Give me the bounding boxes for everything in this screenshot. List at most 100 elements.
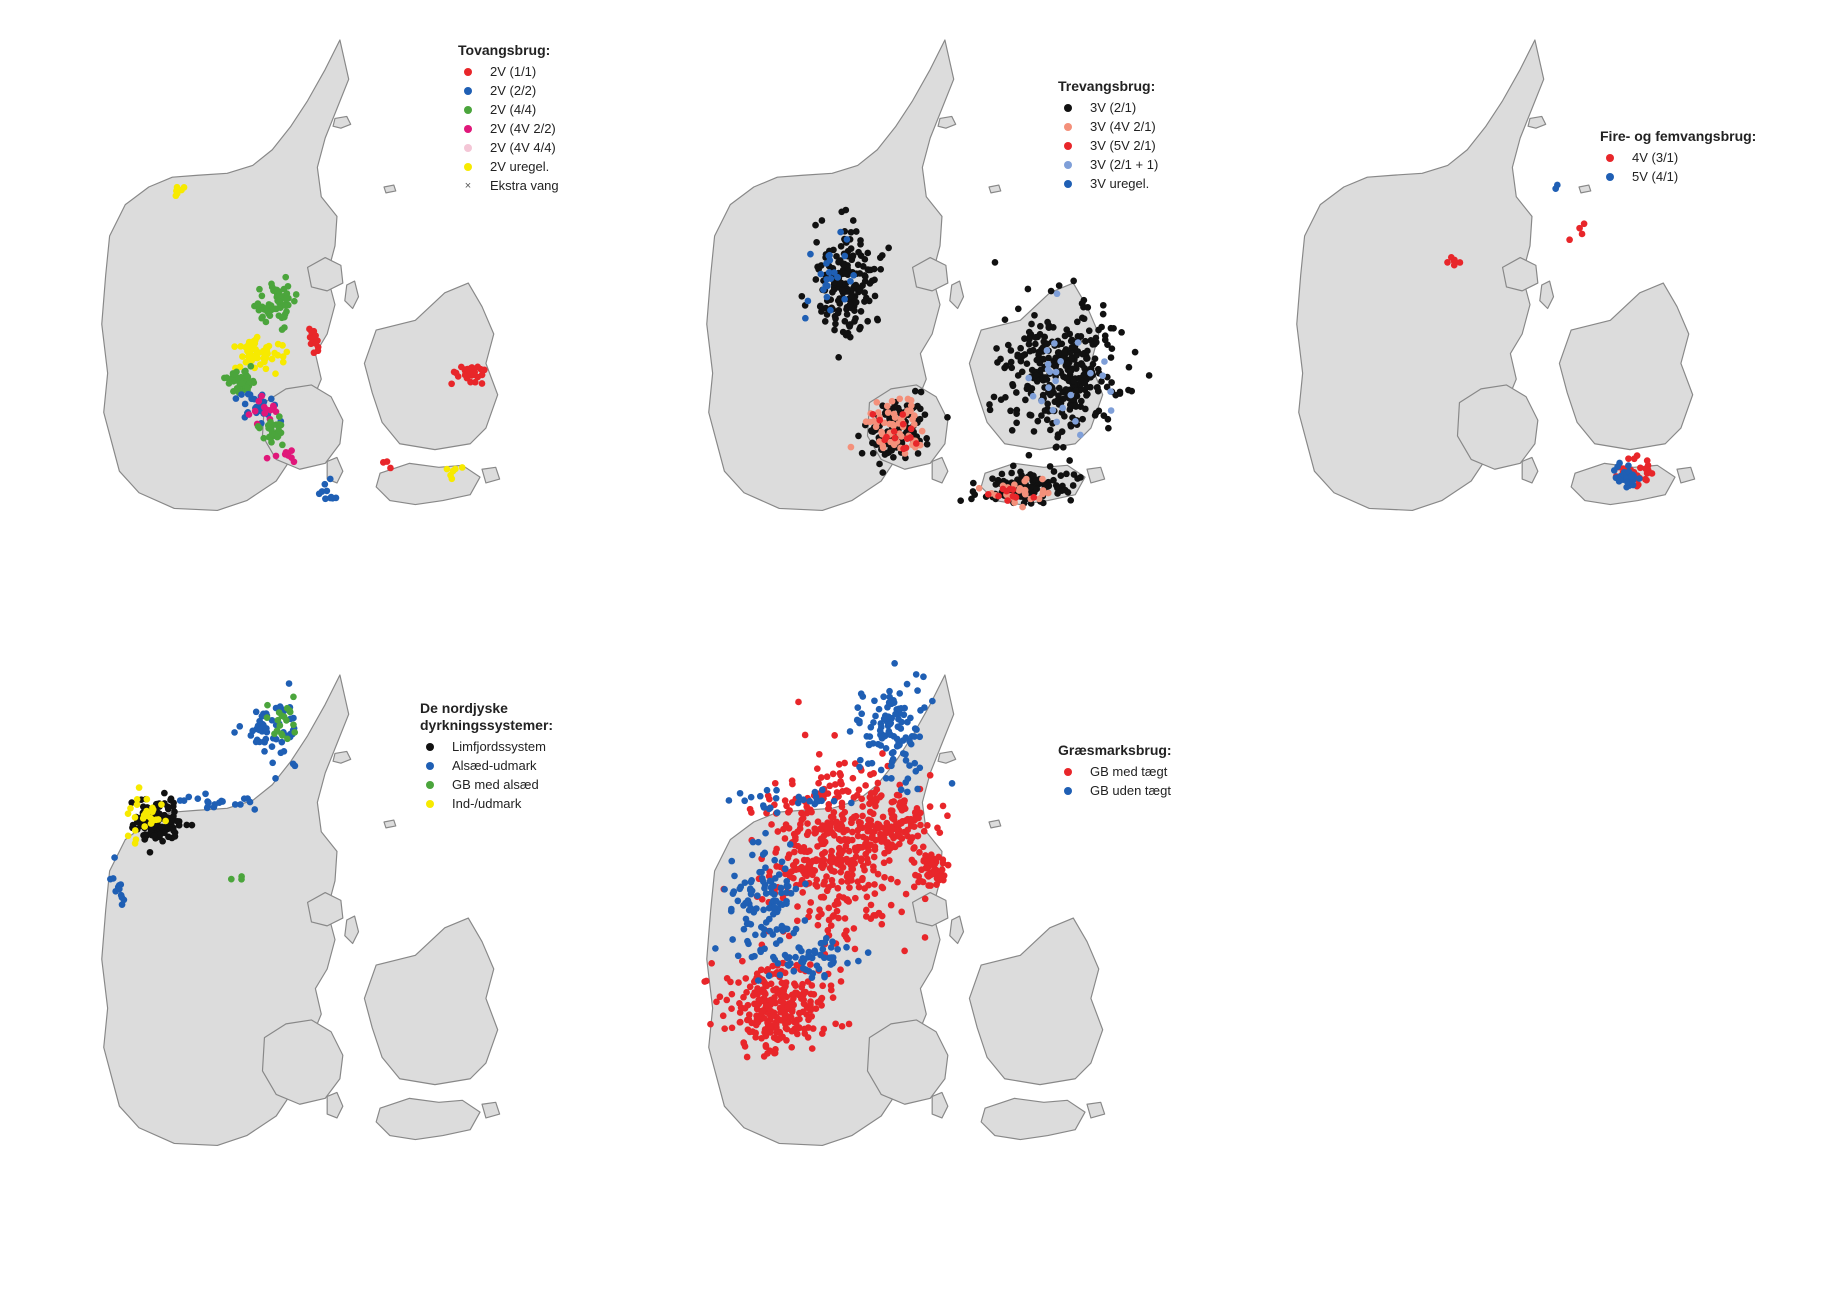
location-dot xyxy=(1068,355,1075,363)
location-dot xyxy=(1047,287,1055,295)
location-dot xyxy=(466,370,474,378)
location-dot xyxy=(1023,360,1031,368)
location-dot xyxy=(268,438,275,446)
legend-items: 2V (1/1) 2V (2/2) 2V (4/4) 2V (4V 2/2) 2V (4… xyxy=(458,62,559,195)
location-dot xyxy=(886,693,893,701)
location-dot xyxy=(826,251,833,259)
location-dot xyxy=(904,395,912,403)
location-dot xyxy=(274,716,282,724)
location-dot xyxy=(880,715,888,723)
legend-item: GB med tægt xyxy=(1058,762,1172,781)
location-dot xyxy=(881,873,888,881)
location-dot xyxy=(825,954,833,962)
location-dot xyxy=(907,819,915,826)
location-dot xyxy=(927,851,935,859)
location-dot xyxy=(255,397,263,405)
location-dot xyxy=(809,1025,817,1032)
dot-marker-icon xyxy=(1064,103,1072,112)
location-dot xyxy=(387,464,394,472)
location-dot xyxy=(263,728,271,736)
location-dot xyxy=(1444,259,1451,266)
location-dot xyxy=(1049,406,1057,414)
land-djursland xyxy=(306,891,344,927)
location-dot xyxy=(827,306,834,314)
location-dot xyxy=(797,995,805,1002)
location-dot xyxy=(874,779,882,787)
location-dot xyxy=(865,740,873,748)
location-dot xyxy=(707,1020,714,1028)
legend-label: 2V uregel. xyxy=(490,159,550,174)
location-dot xyxy=(188,821,196,829)
location-dot xyxy=(1044,360,1052,368)
location-dot xyxy=(252,336,259,344)
location-dot xyxy=(478,380,486,387)
location-dot xyxy=(821,973,828,981)
location-dot xyxy=(741,879,749,886)
location-dot xyxy=(862,906,870,914)
location-dot xyxy=(826,782,834,790)
denmark-map xyxy=(706,39,1153,511)
location-dot xyxy=(1648,470,1656,477)
location-dot xyxy=(858,710,866,718)
location-dot xyxy=(838,780,845,788)
location-dot xyxy=(849,774,857,782)
location-dot xyxy=(918,877,925,885)
location-dot xyxy=(820,286,827,294)
location-dot xyxy=(244,384,251,392)
location-dot xyxy=(896,690,904,697)
location-dot xyxy=(728,857,736,865)
location-dot xyxy=(813,238,820,246)
location-dot xyxy=(875,909,883,917)
location-dot xyxy=(171,808,178,816)
location-dot xyxy=(244,341,252,349)
land-anholt xyxy=(383,819,397,829)
location-dot xyxy=(838,878,845,885)
legend-graesmarksbrug: Græsmarksbrug: GB med tægt GB uden tægt xyxy=(1058,742,1172,800)
location-dot xyxy=(859,803,867,810)
location-dot xyxy=(457,363,465,371)
location-dot xyxy=(841,759,848,767)
location-dot xyxy=(779,901,786,908)
location-dot xyxy=(247,732,255,739)
location-dot xyxy=(799,868,807,875)
location-dot xyxy=(781,1014,789,1022)
location-dot xyxy=(728,1005,735,1013)
location-dot xyxy=(272,408,280,416)
location-dot xyxy=(835,761,843,768)
location-dot xyxy=(1450,258,1458,265)
location-dot xyxy=(1003,362,1010,370)
location-dot xyxy=(872,802,879,810)
location-dot xyxy=(829,813,837,821)
location-dot xyxy=(824,790,832,797)
location-dot xyxy=(938,866,946,874)
dot-marker-icon xyxy=(1606,153,1614,162)
location-dot xyxy=(1061,332,1069,340)
location-dot xyxy=(1580,220,1588,228)
location-dot xyxy=(829,288,836,296)
location-dot xyxy=(774,959,782,967)
location-dot xyxy=(858,449,866,457)
dot-marker-icon xyxy=(1064,767,1072,776)
legend-title: Trevangsbrug: xyxy=(1058,78,1156,94)
land-anholt xyxy=(988,819,1002,829)
location-dot xyxy=(803,856,811,864)
location-dot xyxy=(793,917,801,925)
location-dot xyxy=(1610,467,1618,474)
location-dot xyxy=(759,997,767,1005)
legend-item: 3V (2/1) xyxy=(1058,98,1158,117)
location-dot xyxy=(762,1043,770,1051)
location-dot xyxy=(471,378,479,386)
location-dot xyxy=(274,351,282,359)
map-panel-fire-femvangsbrug xyxy=(1265,30,1785,630)
location-dot xyxy=(798,292,806,300)
location-dot xyxy=(290,721,297,729)
legend-label: 3V (2/1) xyxy=(1090,100,1137,115)
location-dot xyxy=(802,314,809,322)
legend-item: × Ekstra vang xyxy=(458,176,559,195)
location-dot xyxy=(818,786,826,794)
location-dot xyxy=(132,836,140,843)
location-dot xyxy=(847,799,855,807)
location-dot xyxy=(171,833,179,840)
location-dot xyxy=(853,791,861,799)
location-dot xyxy=(850,271,857,279)
